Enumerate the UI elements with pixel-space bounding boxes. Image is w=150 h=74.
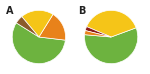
Wedge shape bbox=[87, 10, 136, 37]
Wedge shape bbox=[12, 23, 65, 64]
Wedge shape bbox=[85, 31, 111, 37]
Wedge shape bbox=[84, 28, 138, 64]
Text: A: A bbox=[6, 6, 13, 16]
Wedge shape bbox=[39, 14, 66, 40]
Wedge shape bbox=[85, 27, 111, 37]
Wedge shape bbox=[22, 10, 53, 37]
Wedge shape bbox=[16, 17, 39, 37]
Text: B: B bbox=[78, 6, 85, 16]
